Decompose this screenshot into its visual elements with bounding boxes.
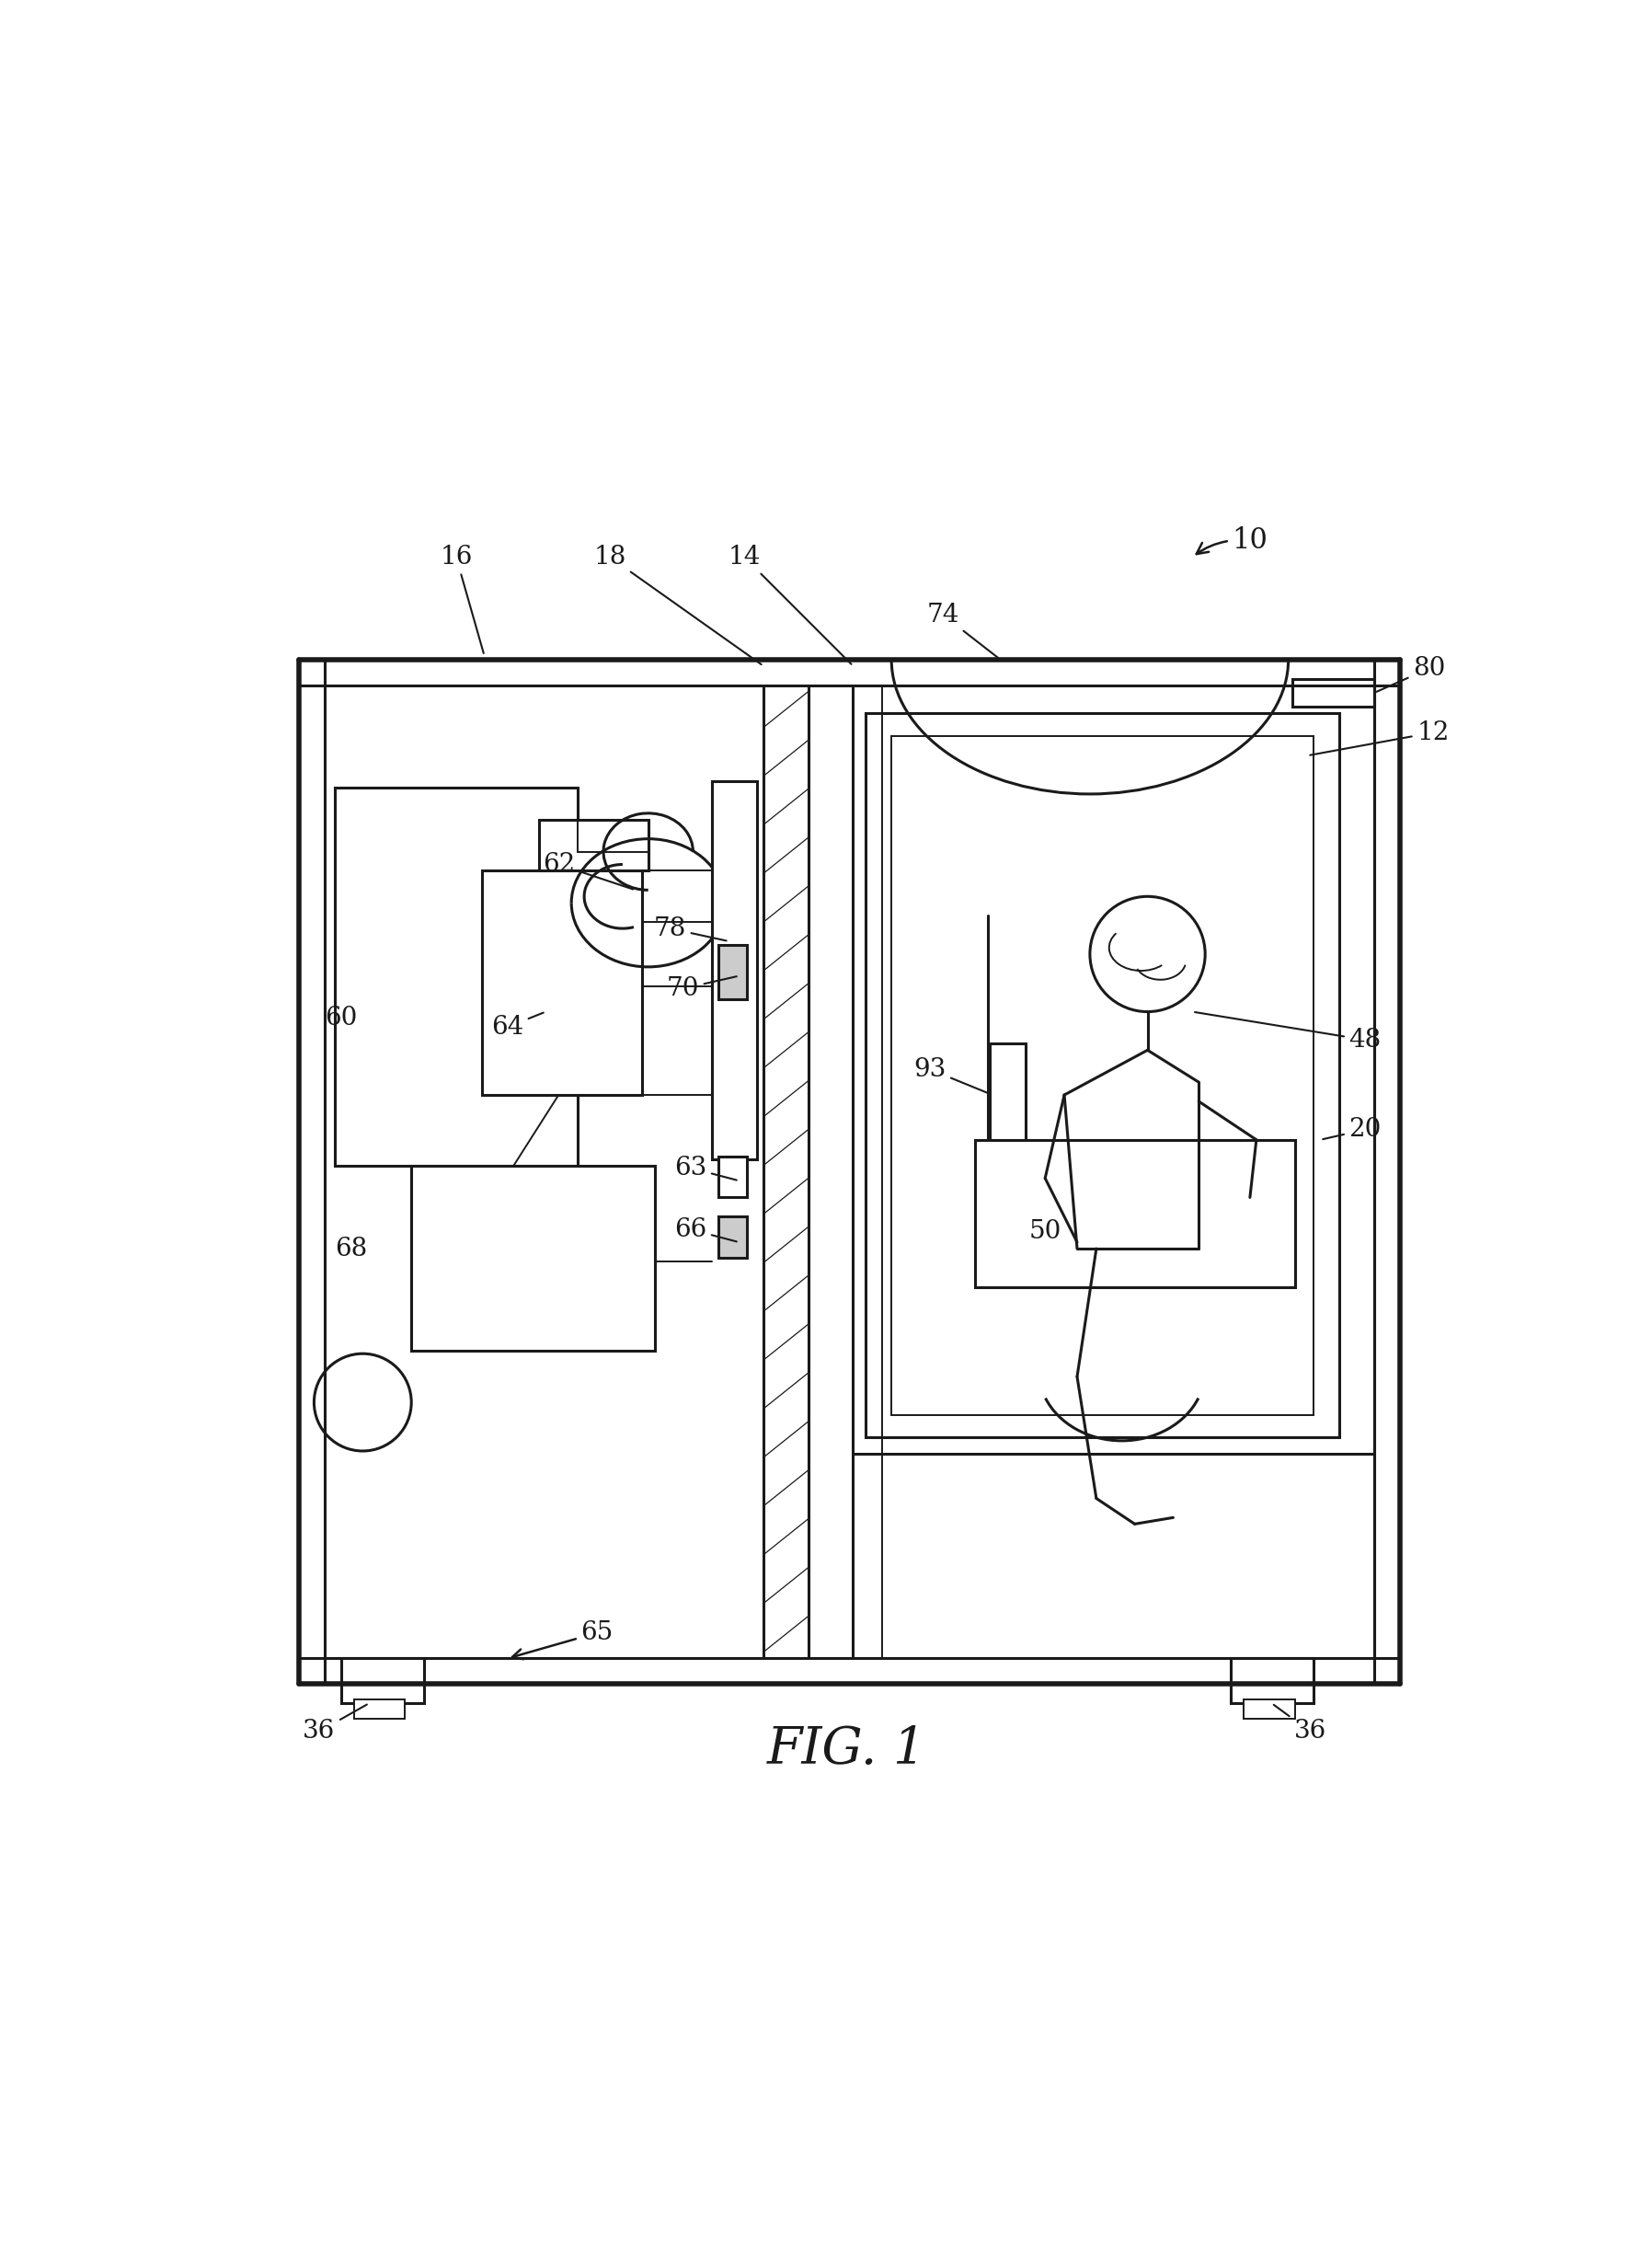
Bar	[712, 781, 757, 1160]
Text: 14: 14	[729, 544, 851, 664]
Text: 50: 50	[1029, 1219, 1061, 1244]
Text: 65: 65	[512, 1621, 613, 1659]
Bar	[334, 788, 578, 1165]
Bar	[975, 1140, 1295, 1286]
Text: 18: 18	[593, 544, 762, 664]
Bar	[719, 1156, 747, 1198]
Bar	[1292, 679, 1374, 706]
Bar	[866, 713, 1340, 1438]
Text: 36: 36	[302, 1704, 367, 1745]
Bar	[1231, 1659, 1313, 1704]
Text: 68: 68	[335, 1237, 367, 1262]
Text: 20: 20	[1323, 1117, 1381, 1142]
Bar	[892, 736, 1313, 1415]
Text: 12: 12	[1310, 720, 1449, 756]
Bar	[719, 1217, 747, 1257]
Text: 10: 10	[1196, 526, 1267, 555]
Bar	[482, 871, 641, 1095]
Bar	[340, 1659, 425, 1704]
Bar	[354, 1700, 405, 1718]
Text: 74: 74	[927, 603, 998, 659]
Text: 78: 78	[654, 916, 727, 941]
Text: 63: 63	[674, 1156, 737, 1180]
Text: 62: 62	[542, 851, 633, 889]
Text: 64: 64	[491, 1013, 544, 1040]
Text: 16: 16	[439, 544, 484, 652]
Text: 36: 36	[1274, 1704, 1327, 1745]
Text: 66: 66	[674, 1217, 737, 1241]
Bar	[990, 1043, 1026, 1140]
Bar	[719, 946, 747, 1000]
Text: FIG. 1: FIG. 1	[767, 1724, 927, 1774]
Bar	[411, 1165, 654, 1352]
Bar	[302, 666, 1391, 1659]
Text: 70: 70	[666, 977, 737, 1002]
Text: 60: 60	[325, 1007, 357, 1031]
Bar	[539, 819, 648, 871]
Text: 48: 48	[1194, 1011, 1381, 1052]
Text: 93: 93	[914, 1056, 990, 1095]
Bar	[1244, 1700, 1295, 1718]
Text: 80: 80	[1376, 657, 1446, 693]
